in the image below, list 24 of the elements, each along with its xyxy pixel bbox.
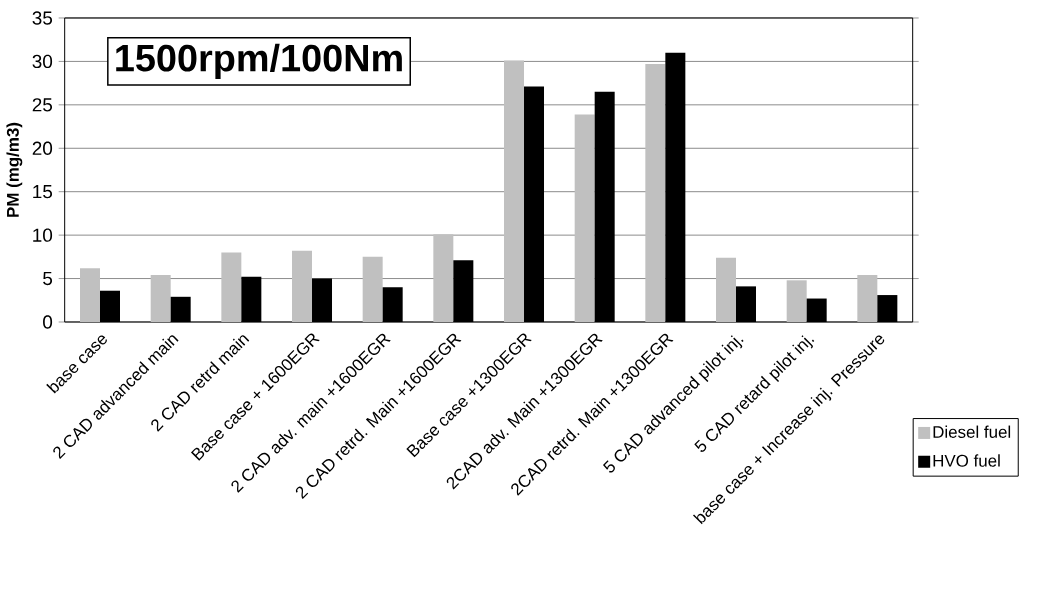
- bar: [786, 280, 807, 322]
- bar: [150, 275, 171, 322]
- legend-label: Diesel fuel: [933, 425, 1011, 438]
- bar: [362, 256, 383, 322]
- legend-label: HVO fuel: [933, 454, 1000, 467]
- y-tick-label: 0: [43, 315, 53, 329]
- y-tick-label: 15: [33, 185, 53, 199]
- bar: [221, 252, 242, 322]
- bar: [433, 234, 454, 322]
- y-tick-label: 20: [32, 141, 53, 155]
- bar: [80, 268, 101, 322]
- y-axis-title: PM (mg/m3): [6, 122, 23, 217]
- y-tick-label: 25: [32, 98, 53, 112]
- bar: [857, 275, 878, 322]
- bar: [716, 257, 737, 322]
- bar: [292, 250, 313, 322]
- y-tick-label: 30: [32, 54, 53, 69]
- text: 1500rpm/100Nm: [116, 43, 402, 80]
- y-tick-label: 10: [33, 228, 53, 242]
- bar: [504, 60, 525, 322]
- y-tick-label: 35: [32, 11, 53, 25]
- bar: [645, 64, 666, 322]
- y-tick-label: 5: [43, 271, 53, 286]
- bar: [574, 114, 595, 322]
